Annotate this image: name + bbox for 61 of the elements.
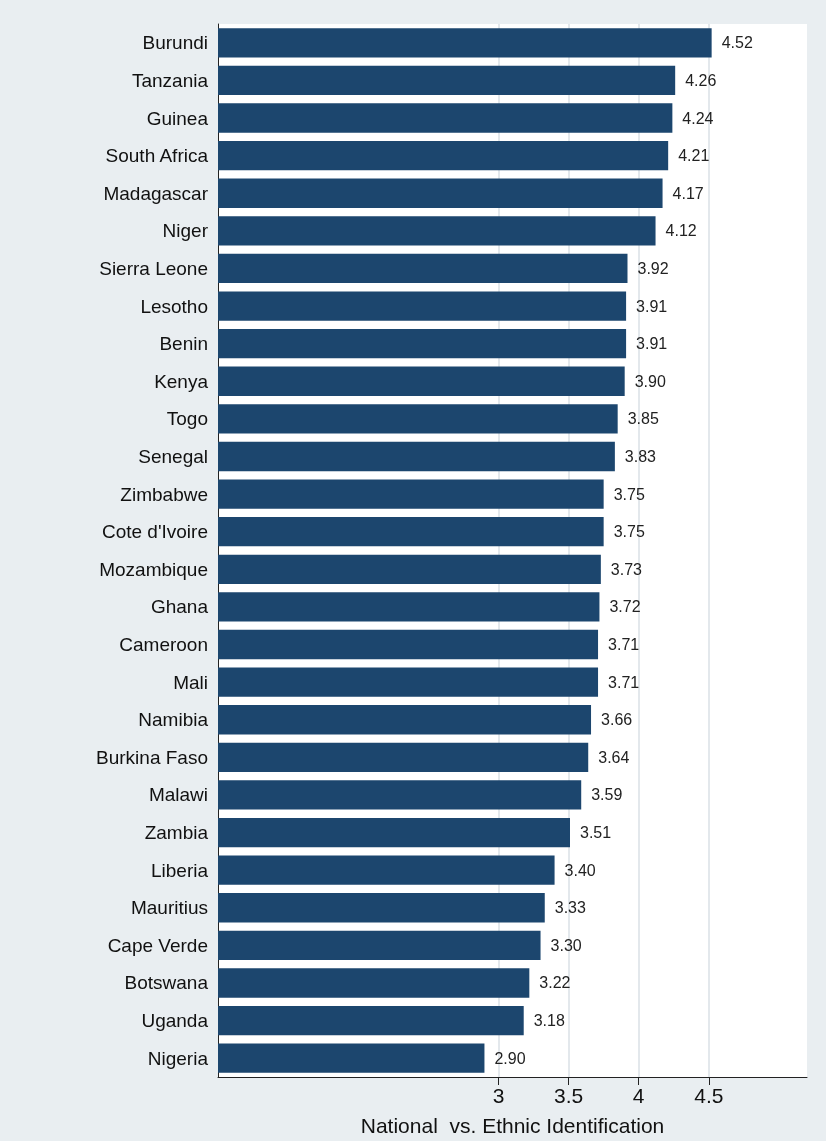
y-tick-label: Lesotho (140, 295, 208, 317)
data-label: 3.18 (533, 1012, 565, 1030)
data-label: 4.24 (682, 109, 714, 127)
y-tick-label: Mali (173, 671, 208, 693)
y-tick-label: Burkina Faso (96, 746, 208, 768)
y-tick-label: Kenya (154, 370, 209, 392)
data-label: 3.85 (627, 410, 659, 428)
data-label: 4.26 (685, 71, 717, 89)
y-tick-label: Namibia (138, 709, 209, 731)
data-label: 3.30 (550, 936, 582, 954)
x-axis-title: National vs. Ethnic Identification (360, 1114, 665, 1137)
data-label: 3.83 (624, 447, 657, 465)
y-tick-label: Benin (159, 333, 208, 355)
data-label: 2.90 (494, 1049, 526, 1067)
data-label: 3.71 (608, 673, 640, 691)
data-label: 3.66 (601, 711, 633, 729)
y-tick-label: Tanzania (131, 69, 209, 91)
y-tick-label: Uganda (141, 1010, 209, 1032)
data-label: 4.52 (721, 34, 753, 52)
data-label: 3.90 (634, 372, 666, 390)
y-tick-label: Cote d'Ivoire (101, 521, 208, 543)
y-tick-label: Cape Verde (107, 934, 208, 956)
y-tick-label: Liberia (150, 859, 209, 881)
data-label: 3.75 (613, 523, 645, 541)
y-tick-label: Cameroon (119, 634, 208, 656)
y-tick-label: Madagascar (103, 182, 209, 204)
y-tick-label: Sierra Leone (99, 257, 208, 279)
y-tick-label: Guinea (146, 107, 209, 129)
data-label: 3.59 (591, 786, 623, 804)
x-tick-label: 4.5 (694, 1084, 724, 1107)
y-tick-label: Togo (166, 408, 208, 430)
y-tick-label: Mauritius (130, 897, 208, 919)
y-tick-label: Senegal (138, 445, 208, 467)
y-tick-label: Botswana (124, 972, 209, 994)
data-label: 3.75 (613, 485, 645, 503)
data-label: 4.21 (678, 147, 710, 165)
data-label: 3.71 (608, 636, 640, 654)
y-tick-label: South Africa (105, 145, 209, 167)
data-label: 4.17 (672, 184, 704, 202)
data-label: 3.92 (637, 259, 669, 277)
data-label: 3.73 (610, 560, 643, 578)
x-tick-label: 3 (492, 1084, 505, 1107)
x-tick-label: 3.5 (553, 1084, 584, 1107)
y-tick-label: Mozambique (99, 558, 208, 580)
data-label: 3.72 (609, 598, 641, 616)
data-label: 3.40 (564, 861, 596, 879)
y-tick-label: Nigeria (147, 1047, 209, 1069)
data-label: 3.22 (539, 974, 571, 992)
y-tick-label: Ghana (150, 596, 209, 618)
y-tick-label: Malawi (148, 784, 208, 806)
y-tick-label: Zimbabwe (120, 483, 208, 505)
data-label: 3.33 (554, 899, 586, 917)
data-label: 3.64 (598, 748, 630, 766)
x-tick-label: 4 (632, 1084, 645, 1107)
data-label: 4.12 (665, 222, 697, 240)
y-tick-label: Burundi (142, 32, 208, 54)
data-label: 3.51 (580, 824, 612, 842)
data-label: 3.91 (636, 297, 668, 315)
y-tick-label: Niger (162, 220, 209, 242)
data-label: 3.91 (636, 335, 668, 353)
y-tick-label: Zambia (144, 822, 209, 844)
